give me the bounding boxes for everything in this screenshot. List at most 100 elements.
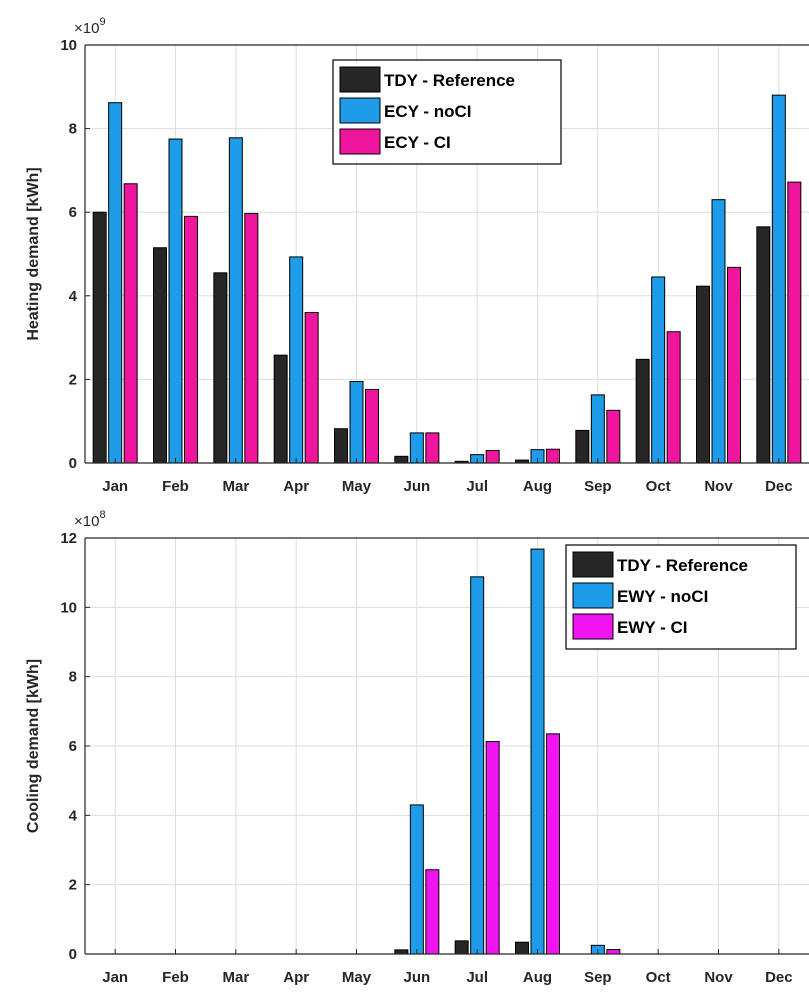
legend-label-ci_cooling: EWY - CI	[617, 618, 688, 637]
legend-label-noci: EWY - noCI	[617, 587, 708, 606]
bar-reference-apr	[273, 354, 288, 464]
bar-reference-mar	[213, 272, 228, 464]
bar-reference-sep	[575, 429, 590, 464]
bar-noci-dec	[771, 94, 786, 464]
y-tick-label: 10	[60, 599, 77, 616]
legend-swatch-noci	[572, 582, 614, 609]
bar-noci-feb	[168, 138, 183, 464]
x-tick-label-may: May	[342, 478, 372, 495]
chart-0: 0 2 4 6 8 10 Jan Feb Mar Apr May Jun Jul Aug Sep Oct Nov…	[25, 16, 809, 495]
x-tick-label-nov: Nov	[704, 969, 733, 986]
y-tick-label: 12	[60, 530, 77, 547]
bar-noci-jun	[409, 804, 424, 955]
legend-label-noci: ECY - noCI	[384, 102, 472, 121]
bar-noci-aug	[530, 548, 545, 955]
bar-noci-sep	[590, 394, 605, 464]
legend-label-reference: TDY - Reference	[384, 71, 515, 90]
bar-ci_heating-nov	[727, 266, 741, 464]
x-tick-label-sep: Sep	[584, 478, 612, 495]
bar-ci_cooling-jun	[425, 869, 440, 955]
x-tick-label-oct: Oct	[646, 969, 671, 986]
legend-swatch-noci	[339, 97, 381, 124]
x-tick-label-may: May	[342, 969, 372, 986]
bar-reference-jun	[394, 949, 409, 955]
legend: TDY - Reference ECY - noCI ECY - CI	[332, 59, 562, 165]
bar-ci_heating-apr	[304, 312, 319, 464]
x-tick-label-jun: Jun	[403, 478, 430, 495]
x-tick-label-aug: Aug	[523, 478, 552, 495]
x-tick-label-apr: Apr	[283, 478, 309, 495]
x-tick-label-mar: Mar	[222, 478, 249, 495]
bar-noci-apr	[289, 256, 304, 464]
bar-ci_heating-mar	[244, 212, 259, 464]
y-tick-label: 4	[69, 288, 78, 305]
x-tick-label-jun: Jun	[403, 969, 430, 986]
bar-ci_heating-jan	[123, 183, 138, 464]
y-tick-label: 10	[60, 37, 77, 54]
x-tick-label-feb: Feb	[162, 478, 189, 495]
legend-swatch-reference	[572, 551, 614, 578]
y-tick-label: 8	[69, 669, 77, 686]
bar-noci-nov	[711, 199, 726, 464]
x-tick-label-dec: Dec	[765, 478, 793, 495]
bar-ci_heating-oct	[666, 331, 681, 464]
y-tick-label: 0	[69, 946, 77, 963]
bar-noci-mar	[228, 137, 243, 464]
y-tick-label: 6	[69, 738, 77, 755]
bar-ci_cooling-sep	[606, 948, 621, 955]
bar-reference-jun	[394, 455, 409, 464]
y-axis-label: Cooling demand [kWh]	[25, 659, 42, 833]
axis-multiplier-exponent: 8	[99, 509, 105, 521]
y-tick-label: 6	[69, 204, 77, 221]
axis-multiplier-exponent: 9	[99, 16, 105, 28]
legend-label-reference: TDY - Reference	[617, 556, 748, 575]
legend-swatch-reference	[339, 66, 381, 93]
legend-swatch-ci_cooling	[572, 613, 614, 640]
bar-noci-oct	[651, 276, 666, 464]
y-tick-label: 2	[69, 877, 77, 894]
bar-reference-aug	[515, 941, 529, 955]
axis-multiplier: ×109	[74, 16, 106, 37]
bar-ci_heating-feb	[184, 215, 198, 464]
legend-swatch-ci_heating	[339, 128, 381, 155]
bar-ci_heating-jun	[425, 432, 440, 464]
chart-1: 0 2 4 6 8 10 12 Jan Feb Mar Apr May Jun Jul Aug Sep Oct N…	[25, 509, 809, 986]
bar-reference-may	[334, 428, 348, 464]
y-tick-label: 2	[69, 371, 77, 388]
bar-reference-oct	[635, 358, 650, 464]
x-tick-label-apr: Apr	[283, 969, 309, 986]
x-tick-label-jul: Jul	[466, 478, 488, 495]
x-tick-label-sep: Sep	[584, 969, 612, 986]
y-tick-label: 8	[69, 121, 77, 138]
bar-noci-may	[349, 380, 364, 464]
bar-ci_heating-dec	[787, 181, 802, 464]
bar-ci_heating-may	[365, 388, 379, 464]
axis-multiplier: ×108	[74, 509, 106, 530]
x-tick-label-aug: Aug	[523, 969, 552, 986]
bar-noci-jul	[470, 576, 485, 955]
bar-reference-jul	[454, 940, 469, 955]
bar-ci_cooling-jul	[485, 740, 500, 955]
bar-reference-feb	[153, 247, 167, 464]
bar-ci_cooling-aug	[546, 733, 560, 955]
bar-reference-dec	[756, 226, 771, 464]
legend-label-ci_heating: ECY - CI	[384, 133, 451, 152]
x-tick-label-jul: Jul	[466, 969, 488, 986]
y-tick-label: 0	[69, 455, 77, 472]
bar-ci_heating-sep	[606, 409, 621, 464]
y-tick-label: 4	[69, 807, 78, 824]
y-axis-label: Heating demand [kWh]	[25, 167, 42, 340]
bar-ci_heating-aug	[546, 448, 560, 464]
x-tick-label-feb: Feb	[162, 969, 189, 986]
x-tick-label-nov: Nov	[704, 478, 733, 495]
bar-reference-nov	[696, 285, 710, 464]
x-tick-label-mar: Mar	[222, 969, 249, 986]
bar-ci_heating-jul	[485, 449, 500, 464]
legend: TDY - Reference EWY - noCI EWY - CI	[565, 544, 797, 650]
x-tick-label-dec: Dec	[765, 969, 793, 986]
bar-noci-jan	[108, 102, 123, 464]
bar-reference-jan	[92, 211, 107, 464]
x-tick-label-jan: Jan	[102, 478, 128, 495]
